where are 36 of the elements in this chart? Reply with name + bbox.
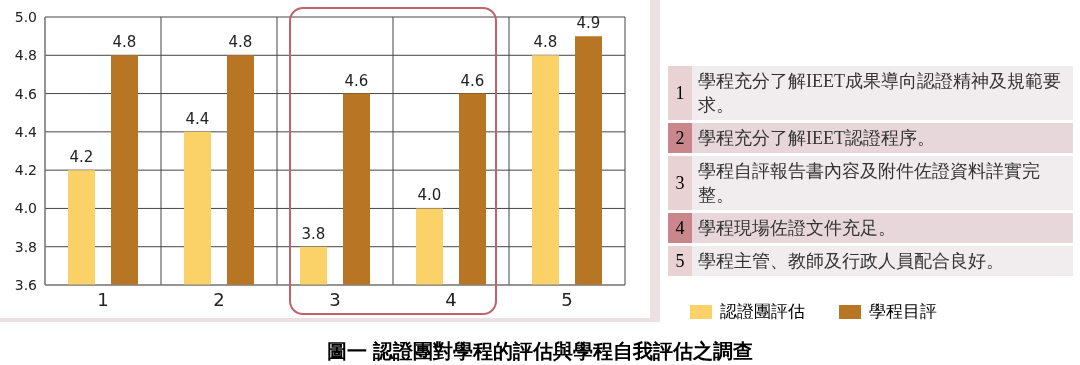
data-label: 4.6 <box>460 71 485 90</box>
category-label: 5 <box>675 250 685 271</box>
data-label: 3.8 <box>301 224 326 243</box>
text: 學程充分了解IEET認證程序。 <box>697 127 936 150</box>
x-tick-label: 1 <box>97 288 109 310</box>
legend-label: 學程目評 <box>869 300 937 323</box>
y-tick-label: 3.6 <box>14 276 38 293</box>
y-tick-label: 5.0 <box>14 8 37 25</box>
y-tick-label: 4.6 <box>14 85 38 102</box>
text: 學程現場佐證文件充足。 <box>697 217 897 240</box>
data-label: 4.0 <box>417 186 442 205</box>
data-label: 4.9 <box>576 14 601 33</box>
y-tick-label: 4.4 <box>14 123 38 140</box>
x-tick-label: 5 <box>561 288 573 310</box>
data-label: 4.6 <box>344 71 369 90</box>
y-tick-label: 4.2 <box>14 162 37 179</box>
text: 圖一 認證團對學程的評估與學程自我評估之調查 <box>325 338 755 365</box>
data-label: 4.2 <box>69 148 94 167</box>
y-tick-label: 3.8 <box>14 238 37 255</box>
x-tick-label: 3 <box>329 288 341 310</box>
text: 學程主管、教師及行政人員配合良好。 <box>697 250 1005 273</box>
data-label: 4.8 <box>112 33 137 52</box>
data-label: 4.4 <box>185 109 210 128</box>
category-label: 1 <box>675 82 685 103</box>
y-tick-label: 4.8 <box>14 47 37 64</box>
text: 學程充分了解IEET成果導向認證精神及規範要求。 <box>697 70 1062 117</box>
data-label: 4.8 <box>533 33 558 52</box>
category-label: 2 <box>675 127 685 148</box>
x-tick-label: 4 <box>445 288 457 310</box>
x-tick-label: 2 <box>213 288 225 310</box>
legend-label: 認證團評估 <box>720 300 805 323</box>
category-label: 4 <box>675 217 685 238</box>
data-label: 4.8 <box>228 33 253 52</box>
category-label: 3 <box>675 172 685 193</box>
y-tick-label: 4.0 <box>14 200 37 217</box>
text: 學程自評報告書內容及附件佐證資料詳實完整。 <box>697 160 1041 207</box>
